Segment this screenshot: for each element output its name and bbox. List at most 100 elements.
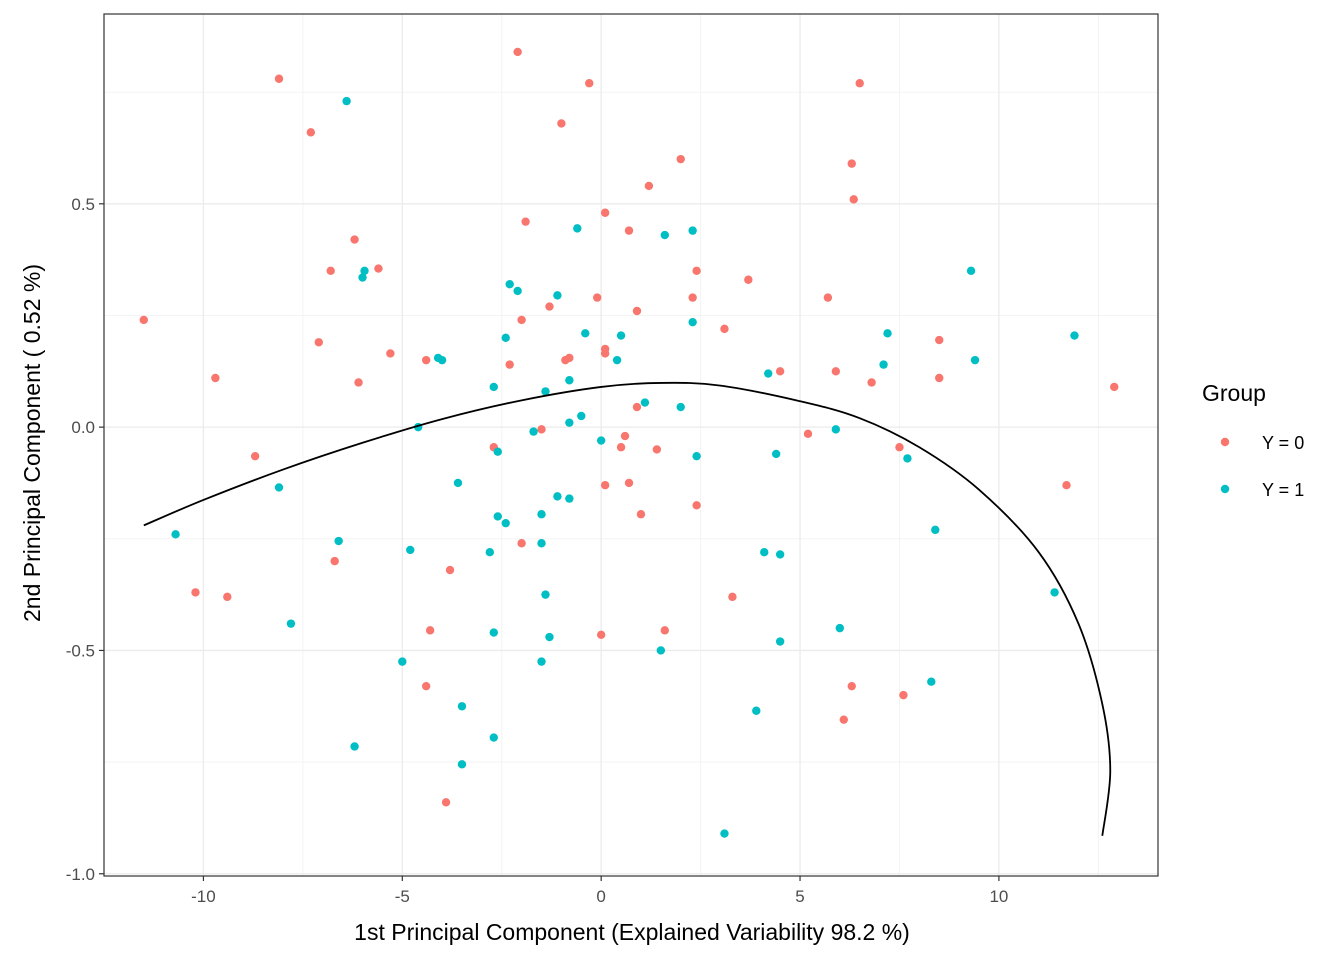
data-point-series-0: [867, 378, 876, 387]
data-point-series-1: [537, 657, 546, 666]
data-point-series-1: [688, 317, 697, 327]
y-axis-ticks: -1.0 -0.5 0.0 0.5: [66, 195, 104, 884]
data-point-series-1: [573, 224, 582, 233]
data-point-series-0: [374, 264, 383, 273]
data-point-series-1: [537, 510, 546, 519]
data-point-series-1: [545, 632, 554, 642]
data-point-series-1: [489, 733, 498, 742]
data-point-series-0: [632, 306, 642, 316]
data-points: [139, 47, 1119, 838]
data-point-series-1: [274, 483, 284, 492]
data-point-series-1: [764, 369, 773, 378]
x-tick-label: 5: [795, 887, 804, 906]
data-point-series-0: [557, 119, 566, 128]
data-point-series-1: [541, 387, 550, 396]
major-gridlines: [104, 14, 1158, 876]
data-point-series-1: [692, 451, 701, 461]
data-point-series-0: [505, 360, 514, 369]
data-point-series-1: [931, 525, 940, 535]
data-point-series-0: [537, 425, 546, 434]
data-point-series-0: [517, 539, 526, 548]
data-point-series-1: [171, 530, 180, 539]
data-point-series-0: [600, 208, 610, 217]
data-point-series-1: [1050, 588, 1059, 597]
data-point-series-0: [775, 367, 785, 376]
data-point-series-0: [1062, 480, 1071, 490]
data-point-series-1: [437, 355, 447, 365]
data-point-series-1: [493, 447, 502, 456]
data-point-series-0: [561, 355, 570, 365]
legend-key-y0: [1220, 437, 1230, 447]
data-point-series-0: [441, 798, 451, 807]
y-tick-label: 0.0: [71, 418, 95, 437]
data-point-series-1: [596, 436, 606, 445]
data-point-series-0: [839, 715, 848, 724]
data-point-series-0: [660, 626, 670, 635]
data-point-series-0: [935, 373, 944, 383]
data-point-series-1: [334, 536, 343, 546]
data-point-series-1: [676, 402, 685, 412]
principal-curve: [143, 381, 1112, 836]
data-point-series-1: [565, 494, 574, 503]
data-point-series-0: [652, 445, 662, 454]
data-point-series-1: [360, 266, 369, 276]
data-point-series-1: [457, 702, 467, 711]
data-point-series-1: [501, 518, 510, 528]
data-point-series-1: [565, 418, 574, 427]
data-point-series-0: [421, 681, 431, 691]
data-point-series-0: [831, 367, 841, 376]
principal-curve-line: [143, 381, 1112, 836]
data-point-series-0: [223, 592, 232, 602]
x-axis-ticks: -10 -5 0 5 10: [191, 876, 1008, 906]
data-point-series-1: [775, 637, 785, 646]
data-point-series-0: [1110, 382, 1119, 392]
data-point-series-1: [1070, 331, 1079, 340]
y-tick-label: 0.5: [71, 195, 95, 214]
data-point-series-1: [775, 550, 785, 559]
data-point-series-0: [585, 79, 594, 88]
data-point-series-0: [744, 275, 753, 284]
data-point-series-1: [927, 677, 936, 686]
data-point-series-0: [421, 355, 431, 365]
y-tick-label: -0.5: [66, 641, 95, 660]
legend-label-y1: Y = 1: [1262, 480, 1304, 500]
data-point-series-1: [771, 449, 781, 459]
data-point-series-1: [398, 657, 407, 666]
data-point-series-1: [553, 291, 562, 300]
x-tick-label: -5: [395, 887, 410, 906]
data-point-series-0: [688, 293, 697, 302]
data-point-series-0: [592, 293, 602, 302]
data-point-series-1: [612, 355, 622, 365]
legend-key-y1: [1220, 484, 1230, 494]
data-point-series-1: [489, 382, 498, 392]
data-point-series-1: [537, 539, 546, 548]
data-point-series-0: [445, 565, 455, 575]
data-point-series-0: [676, 154, 685, 164]
data-point-series-0: [139, 315, 148, 325]
data-point-series-1: [688, 226, 697, 235]
data-point-series-0: [823, 293, 833, 302]
data-point-series-1: [501, 333, 510, 343]
data-point-series-1: [358, 273, 367, 282]
data-point-series-0: [274, 74, 284, 83]
data-point-series-1: [489, 628, 498, 637]
data-point-series-1: [513, 286, 522, 296]
data-point-series-1: [286, 619, 296, 628]
x-tick-label: -10: [191, 887, 216, 906]
data-point-series-0: [314, 338, 323, 347]
data-point-series-1: [493, 512, 502, 521]
data-point-series-0: [644, 181, 654, 191]
data-point-series-0: [620, 431, 630, 441]
data-point-series-0: [596, 630, 606, 640]
panel-border: [103, 13, 1159, 877]
data-point-series-0: [330, 556, 339, 566]
data-point-series-1: [966, 266, 976, 276]
data-point-series-1: [879, 360, 888, 369]
data-point-series-1: [541, 590, 550, 599]
data-point-series-1: [577, 411, 586, 421]
data-point-series-0: [849, 195, 858, 204]
x-tick-label: 10: [989, 887, 1008, 906]
data-point-series-0: [728, 592, 737, 602]
data-point-series-1: [342, 96, 351, 106]
